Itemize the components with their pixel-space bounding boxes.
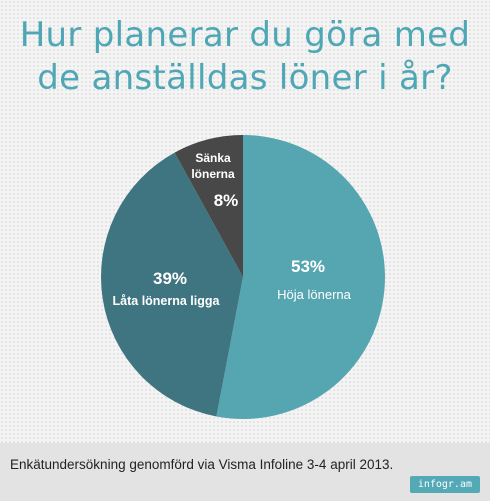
value-label-sanka-lonerna: 8% (214, 191, 239, 210)
slice-label-lata-lonerna-ligga: Låta lönerna ligga (113, 294, 221, 308)
slice-lata-lonerna-ligga (101, 152, 243, 417)
footer-bar: Enkätundersökning genomförd via Visma In… (0, 443, 490, 501)
infographic-card: Hur planerar du göra med de anställdas l… (0, 0, 490, 443)
chart-title: Hur planerar du göra med de anställdas l… (0, 14, 490, 100)
slice-label-hoja-lonerna: Höja lönerna (277, 287, 351, 302)
value-label-hoja-lonerna: 53% (291, 257, 325, 276)
slice-label-sanka-line-2: lönerna (191, 167, 235, 181)
infogram-logo[interactable]: infogr.am (409, 476, 480, 493)
slice-sanka-lonerna (174, 135, 243, 277)
chart-title-line-2: de anställdas löner i år? (37, 58, 453, 98)
slice-hoja-lonerna (216, 135, 385, 419)
value-label-lata-lonerna-ligga: 39% (153, 269, 187, 288)
slice-label-sanka-line-1: Sänka (195, 151, 231, 165)
source-note: Enkätundersökning genomförd via Visma In… (10, 457, 394, 472)
pie-chart: 53% Höja lönerna 39% Låta lönerna ligga … (101, 135, 385, 419)
chart-title-line-1: Hur planerar du göra med (19, 15, 471, 55)
